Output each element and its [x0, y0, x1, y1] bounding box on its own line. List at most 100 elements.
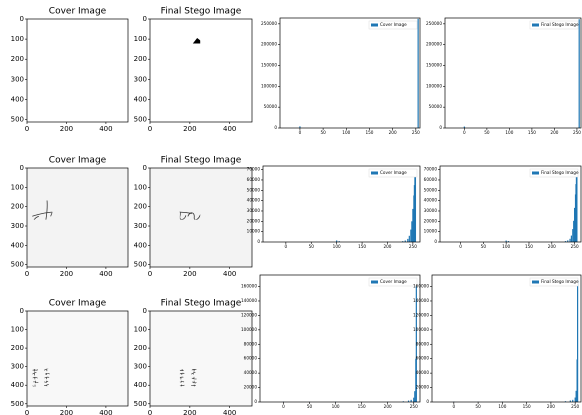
x-tick-label: 0	[25, 409, 29, 415]
legend-box	[368, 277, 418, 287]
y-tick-label: 400	[134, 381, 147, 389]
plot-area	[150, 311, 252, 406]
plot-area	[27, 168, 128, 267]
y-tick-label: 0	[143, 164, 147, 172]
x-tick-label: 0	[25, 125, 29, 133]
x-tick-label: 0	[453, 404, 456, 409]
y-tick-label: 200000	[261, 42, 277, 47]
y-tick-label: 400	[134, 95, 147, 103]
y-tick-label: 100	[134, 183, 147, 191]
axes-frame	[444, 17, 582, 129]
x-tick-label: 0	[25, 270, 29, 278]
x-tick-label: 400	[99, 125, 112, 133]
plot-area	[432, 275, 581, 402]
x-tick-label: 200	[183, 125, 196, 133]
bar	[410, 399, 412, 402]
axes-frame	[149, 18, 253, 123]
x-tick-label: 200	[183, 270, 196, 278]
x-tick-label: 200	[547, 404, 555, 409]
y-tick-label: 100000	[413, 327, 429, 332]
x-tick-label: 100	[342, 130, 350, 135]
signature-stroke	[32, 211, 53, 217]
bar	[573, 220, 575, 242]
x-tick-label: 200	[60, 409, 73, 415]
y-tick-label: 50000	[429, 104, 443, 109]
y-tick-label: 150000	[261, 63, 277, 68]
x-tick-label: 400	[223, 409, 236, 415]
bar	[299, 126, 301, 128]
y-tick-label: 200000	[426, 42, 442, 47]
x-tick-label: 200	[60, 125, 73, 133]
y-tick-label: 0	[20, 15, 24, 23]
y-tick-label: 120000	[413, 312, 429, 317]
x-tick-label: 200	[389, 130, 397, 135]
bar	[338, 241, 340, 242]
y-tick-label: 0	[254, 399, 257, 404]
bar	[572, 229, 574, 242]
bar	[574, 207, 576, 242]
character-strokes	[43, 368, 50, 387]
bar	[576, 170, 578, 242]
axes-frame	[262, 165, 421, 243]
x-tick-label: 100	[505, 130, 513, 135]
y-tick-label: 150000	[426, 63, 442, 68]
y-tick-label: 200	[11, 203, 24, 211]
x-tick-label: 250	[412, 130, 420, 135]
plot-area	[263, 166, 420, 242]
bar	[507, 241, 510, 242]
axes-frame	[431, 274, 582, 403]
y-tick-label: 0	[439, 125, 442, 130]
y-tick-label: 30000	[424, 208, 438, 213]
x-tick-label: 0	[459, 244, 462, 249]
bar	[336, 240, 338, 242]
axes-frame	[149, 167, 253, 268]
bar	[407, 238, 409, 242]
x-tick-label: 150	[365, 130, 373, 135]
panel-title: Cover Image	[49, 7, 107, 17]
bar	[408, 235, 410, 242]
x-tick-label: 400	[223, 270, 236, 278]
y-tick-label: 250000	[426, 21, 442, 26]
y-tick-label: 300	[11, 222, 24, 230]
y-tick-label: 20000	[416, 385, 430, 390]
x-tick-label: 150	[358, 404, 366, 409]
x-tick-label: 0	[463, 130, 466, 135]
x-tick-label: 200	[384, 404, 392, 409]
y-tick-label: 10000	[424, 229, 438, 234]
x-tick-label: 200	[550, 130, 558, 135]
y-tick-label: 60000	[244, 356, 258, 361]
legend-box	[529, 277, 579, 287]
plot-area	[260, 275, 420, 402]
legend-swatch	[371, 23, 378, 27]
signature-stroke	[179, 211, 187, 220]
axes-frame	[149, 310, 253, 407]
y-tick-label: 300	[134, 363, 147, 371]
legend-label: Cover Image	[380, 22, 407, 27]
y-tick-label: 140000	[413, 298, 429, 303]
x-tick-label: 50	[475, 404, 481, 409]
signature-stroke	[179, 211, 192, 214]
y-tick-label: 500	[134, 116, 147, 124]
image-content	[179, 211, 201, 220]
bar	[577, 280, 579, 402]
x-tick-label: 150	[525, 244, 533, 249]
signature-stroke	[187, 212, 201, 220]
legend-swatch	[532, 280, 539, 284]
x-tick-label: 150	[528, 130, 536, 135]
bar	[414, 391, 416, 402]
x-tick-label: 200	[183, 409, 196, 415]
y-tick-label: 500	[11, 400, 24, 408]
y-tick-label: 60000	[424, 177, 438, 182]
y-tick-label: 80000	[244, 341, 258, 346]
y-tick-label: 120000	[241, 312, 257, 317]
y-tick-label: 400	[11, 241, 24, 249]
panel-title: Final Stego Image	[161, 156, 242, 166]
image-content	[179, 369, 197, 387]
y-tick-label: 500	[11, 116, 24, 124]
y-tick-label: 400	[134, 241, 147, 249]
bar	[567, 240, 569, 242]
y-tick-label: 100	[134, 35, 147, 43]
y-tick-label: 500	[11, 261, 24, 269]
x-tick-label: 200	[383, 244, 391, 249]
